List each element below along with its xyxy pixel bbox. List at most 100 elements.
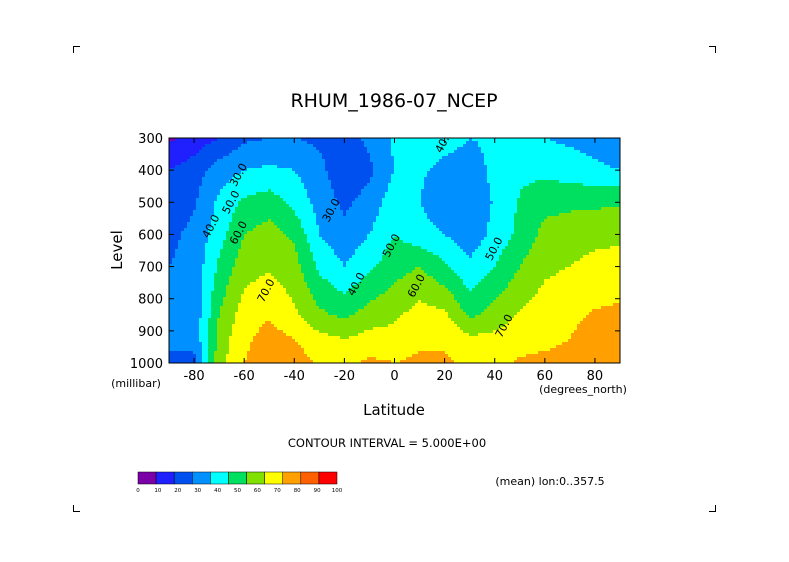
field-cell	[304, 174, 308, 178]
field-cell	[382, 225, 386, 229]
field-cell	[409, 213, 413, 217]
field-cell	[241, 216, 245, 220]
field-cell	[343, 195, 347, 199]
field-cell	[595, 204, 599, 208]
field-cell	[376, 198, 380, 202]
field-cell	[592, 198, 596, 202]
field-cell	[421, 156, 425, 160]
field-cell	[415, 210, 419, 214]
field-cell	[580, 216, 584, 220]
field-cell	[184, 186, 188, 190]
field-cell	[175, 237, 179, 241]
field-cell	[595, 171, 599, 175]
field-cell	[205, 192, 209, 196]
field-cell	[169, 198, 173, 202]
field-cell	[421, 186, 425, 190]
field-cell	[481, 210, 485, 214]
field-cell	[205, 150, 209, 154]
field-cell	[175, 225, 179, 229]
field-cell	[316, 186, 320, 190]
field-cell	[256, 204, 260, 208]
field-cell	[268, 180, 272, 184]
field-cell	[250, 168, 254, 172]
field-cell	[307, 144, 311, 148]
field-cell	[475, 192, 479, 196]
field-cell	[202, 237, 206, 241]
field-cell	[310, 168, 314, 172]
field-cell	[388, 162, 392, 166]
field-cell	[307, 228, 311, 232]
field-cell	[586, 144, 590, 148]
field-cell	[274, 219, 278, 223]
field-cell	[379, 147, 383, 151]
field-cell	[256, 195, 260, 199]
field-cell	[463, 216, 467, 220]
field-cell	[169, 186, 173, 190]
field-cell	[436, 162, 440, 166]
field-cell	[325, 141, 329, 145]
field-cell	[220, 204, 224, 208]
field-cell	[415, 192, 419, 196]
field-cell	[355, 150, 359, 154]
field-cell	[430, 231, 434, 235]
field-cell	[526, 204, 530, 208]
field-cell	[406, 171, 410, 175]
field-cell	[184, 201, 188, 205]
field-cell	[460, 231, 464, 235]
field-cell	[277, 231, 281, 235]
field-cell	[238, 153, 242, 157]
field-cell	[538, 213, 542, 217]
field-cell	[322, 147, 326, 151]
field-cell	[424, 141, 428, 145]
field-cell	[523, 162, 527, 166]
field-cell	[172, 147, 176, 151]
field-cell	[604, 195, 608, 199]
field-cell	[580, 141, 584, 145]
field-cell	[538, 207, 542, 211]
field-cell	[595, 162, 599, 166]
field-cell	[595, 201, 599, 205]
field-cell	[187, 201, 191, 205]
field-cell	[319, 186, 323, 190]
field-cell	[331, 156, 335, 160]
field-cell	[592, 231, 596, 235]
field-cell	[421, 144, 425, 148]
field-cell	[304, 171, 308, 175]
field-cell	[322, 228, 326, 232]
field-cell	[337, 195, 341, 199]
field-cell	[616, 195, 620, 199]
field-cell	[292, 165, 296, 169]
field-cell	[451, 213, 455, 217]
field-cell	[211, 198, 215, 202]
field-cell	[607, 165, 611, 169]
field-cell	[475, 141, 479, 145]
field-cell	[487, 138, 491, 142]
field-cell	[532, 192, 536, 196]
field-cell	[277, 147, 281, 151]
field-cell	[232, 234, 236, 238]
field-cell	[538, 210, 542, 214]
field-cell	[586, 192, 590, 196]
field-cell	[421, 201, 425, 205]
field-cell	[325, 168, 329, 172]
field-cell	[529, 207, 533, 211]
field-cell	[280, 225, 284, 229]
field-cell	[475, 177, 479, 181]
field-cell	[544, 159, 548, 163]
field-cell	[265, 210, 269, 214]
field-cell	[451, 234, 455, 238]
field-cell	[208, 177, 212, 181]
field-cell	[172, 141, 176, 145]
field-cell	[196, 165, 200, 169]
field-cell	[214, 219, 218, 223]
field-cell	[613, 210, 617, 214]
field-cell	[469, 168, 473, 172]
field-cell	[217, 183, 221, 187]
field-cell	[571, 180, 575, 184]
field-cell	[436, 153, 440, 157]
field-cell	[334, 216, 338, 220]
field-cell	[490, 216, 494, 220]
field-cell	[457, 168, 461, 172]
field-cell	[538, 168, 542, 172]
field-cell	[232, 195, 236, 199]
